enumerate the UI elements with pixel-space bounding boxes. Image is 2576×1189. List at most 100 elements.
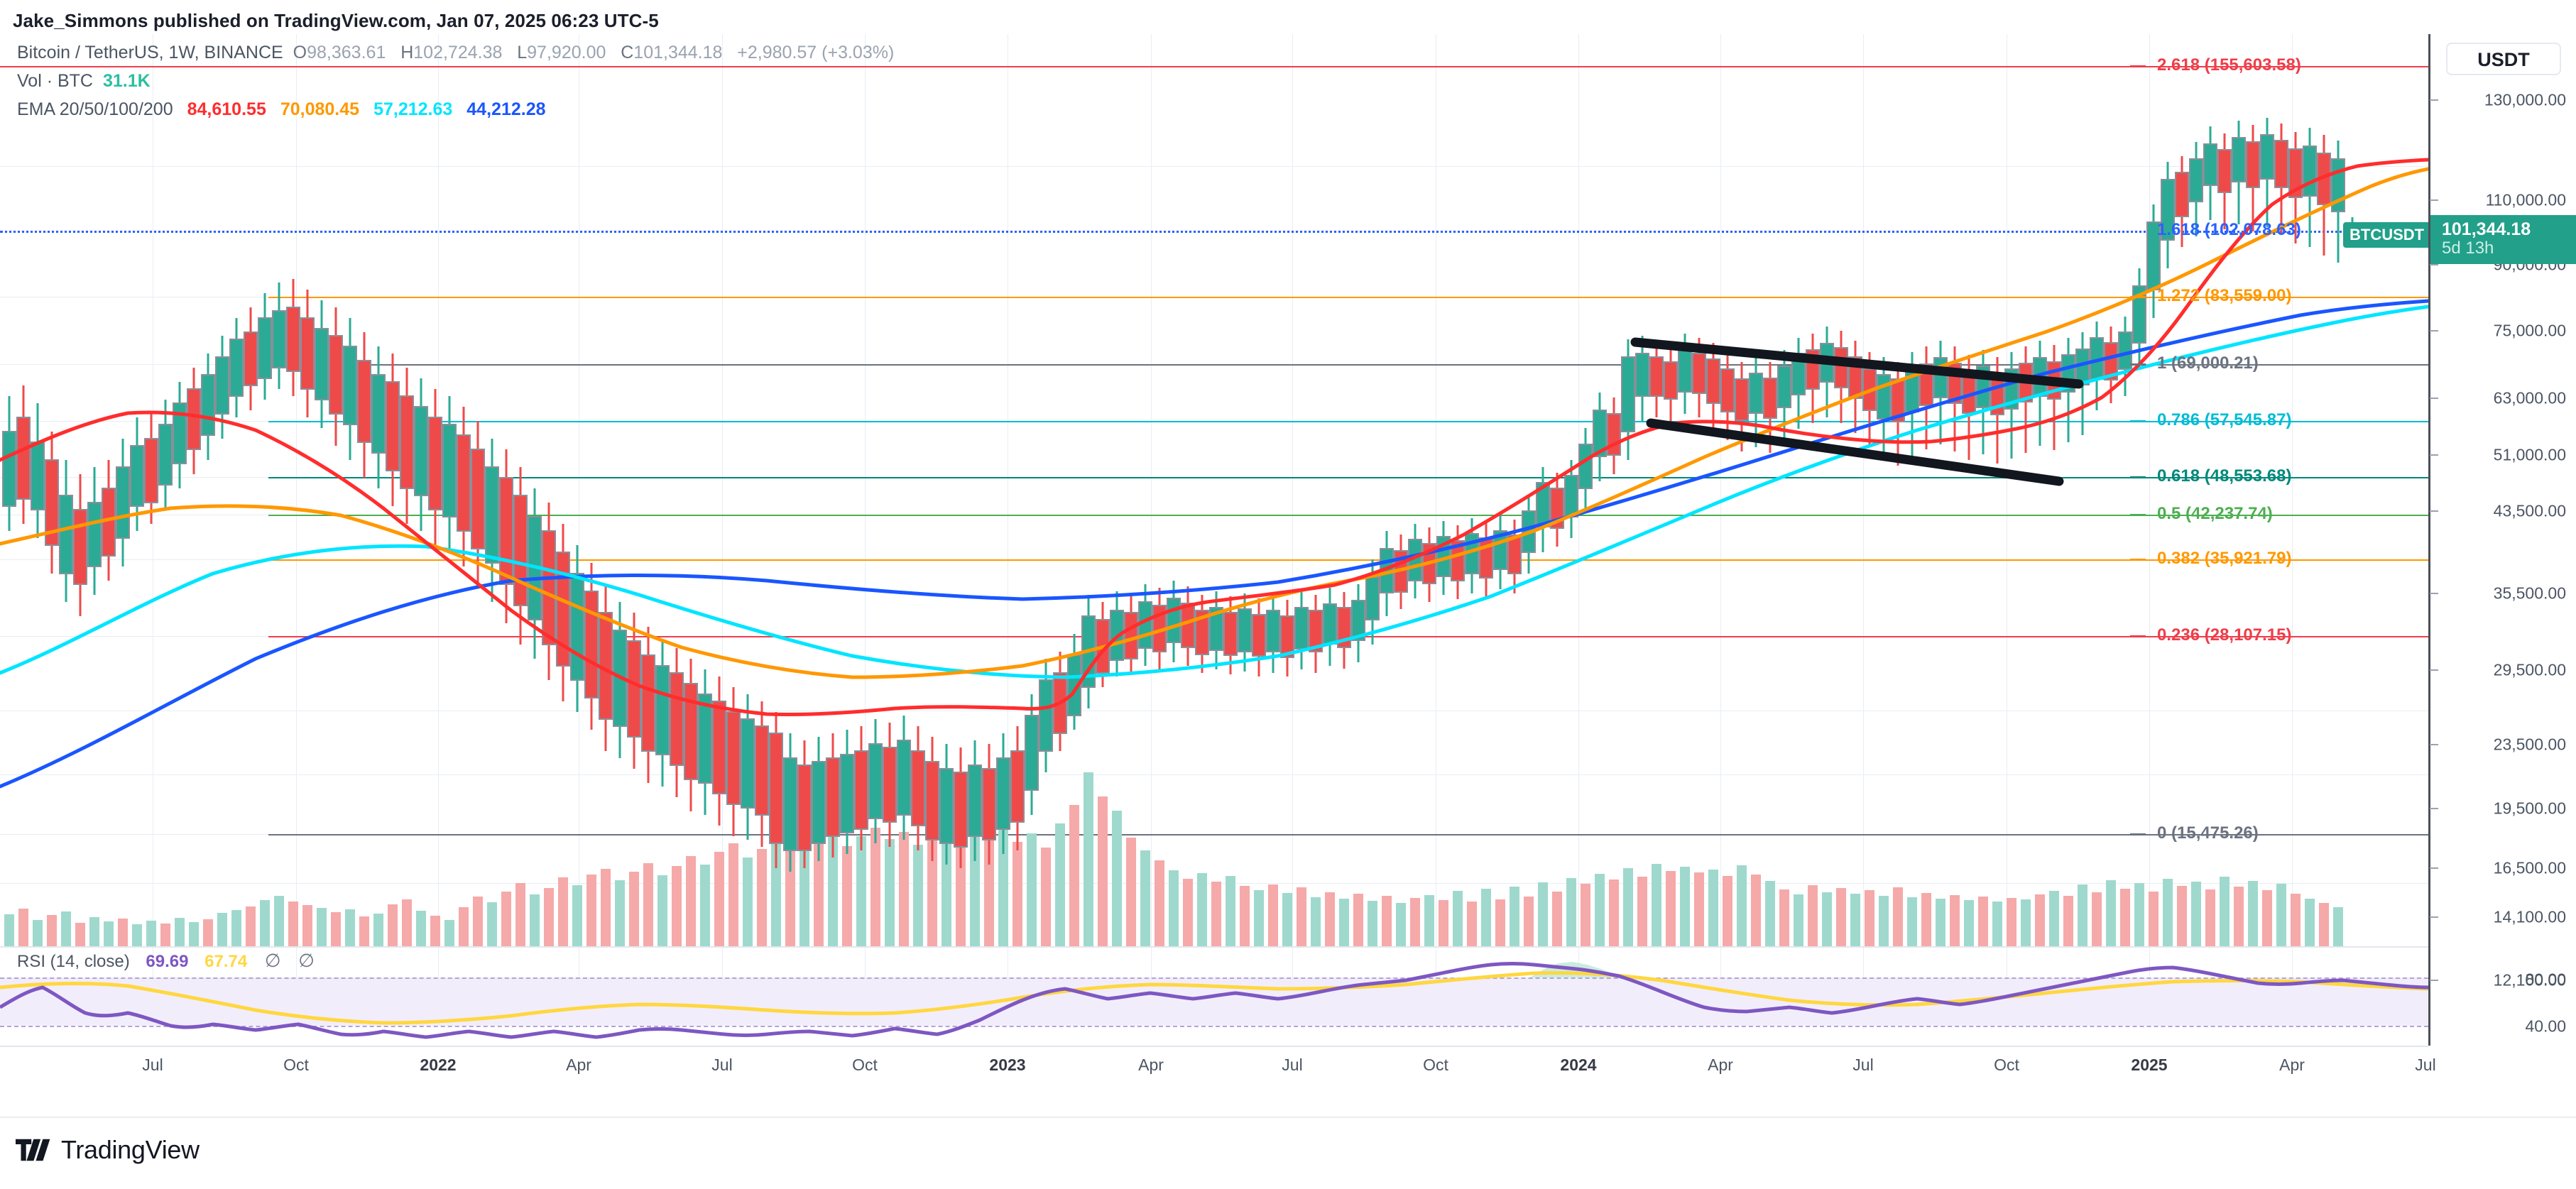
time-tick-4: Jul (711, 1056, 733, 1074)
fib-dash-1272 (2130, 296, 2146, 298)
rsi-series (0, 962, 2428, 1039)
legend-row-volume: Vol · BTC 31.1K (17, 71, 894, 92)
rsi-legend-empty-1: ∅ (264, 950, 281, 971)
rsi-overbought-line (0, 977, 2428, 979)
time-tick-10: 2024 (1560, 1056, 1597, 1074)
legend-row-ema: EMA 20/50/100/200 84,610.55 70,080.45 57… (17, 99, 894, 120)
time-tick-0: Jul (142, 1056, 163, 1074)
rsi-tick-40: 40.00 (2525, 1017, 2566, 1036)
current-price-value: 101,344.18 (2442, 219, 2531, 239)
legend-ema200-value: 44,212.28 (466, 99, 546, 119)
volume-series (4, 772, 2343, 946)
fib-dash-2618 (2130, 65, 2146, 67)
ohlc-c-value: 101,344.18 (633, 43, 723, 62)
rsi-tick-80: 80.00 (2525, 970, 2566, 989)
fib-dash-0618 (2130, 476, 2146, 478)
legend-ema-label[interactable]: EMA 20/50/100/200 (17, 99, 173, 119)
rsi-line (0, 962, 2428, 1039)
fib-label-0382: 0.382 (35,921.79) (2157, 549, 2292, 568)
chart-legend[interactable]: Bitcoin / TetherUS, 1W, BINANCE O98,363.… (17, 43, 894, 128)
fib-label-1: 1 (69,000.21) (2157, 354, 2259, 373)
fib-line-05 (268, 515, 2428, 516)
ema-20-line (0, 158, 2428, 717)
time-tick-7: Apr (1138, 1056, 1164, 1074)
ohlc-h-value: 102,724.38 (413, 43, 503, 62)
fib-line-1618 (0, 231, 2428, 233)
fib-line-2618 (0, 66, 2428, 67)
tradingview-wordmark: TradingView (61, 1135, 200, 1164)
rsi-subplot[interactable]: RSI (14, close) 69.69 67.74 ∅ ∅ (0, 946, 2428, 1046)
legend-volume-label[interactable]: Vol · BTC (17, 71, 93, 91)
time-tick-8: Jul (1282, 1056, 1303, 1074)
price-plot-area[interactable]: .wU{stroke:#2bab96;stroke-width:3} .wD{s… (0, 34, 2428, 1007)
time-tick-1: Oct (283, 1056, 309, 1074)
tradingview-brand[interactable]: TradingView (16, 1135, 200, 1165)
ohlc-o-key: O (293, 43, 307, 62)
time-axis[interactable]: Jul Oct 2022 Apr Jul Oct 2023 Apr Jul Oc… (0, 1046, 2436, 1087)
ohlc-l-key: L (517, 43, 528, 62)
fib-dash-0236 (2130, 635, 2146, 637)
fib-dash-1 (2130, 363, 2146, 366)
fib-dash-05 (2130, 514, 2146, 516)
ohlc-h-key: H (400, 43, 414, 62)
time-tick-11: Apr (1708, 1056, 1733, 1074)
time-tick-15: Apr (2279, 1056, 2305, 1074)
currency-chip[interactable]: USDT (2446, 43, 2561, 75)
legend-ema100-value: 57,212.63 (373, 99, 453, 119)
ohlc-change: +2,980.57 (+3.03%) (737, 43, 895, 62)
fib-line-0786 (268, 421, 2428, 422)
price-tick-23500: 23,500.00 (2493, 735, 2566, 754)
legend-ema20-value: 84,610.55 (187, 99, 266, 119)
current-price-badge[interactable]: 101,344.18 5d 13h (2430, 215, 2576, 264)
fib-dash-0 (2130, 833, 2146, 835)
price-tick-130000: 130,000.00 (2484, 90, 2566, 109)
chart-frame: .wU{stroke:#2bab96;stroke-width:3} .wD{s… (0, 34, 2576, 1117)
rsi-legend-ma-value: 67.74 (204, 952, 248, 971)
fib-line-1272 (268, 297, 2428, 298)
time-tick-6: 2023 (989, 1056, 1026, 1074)
time-tick-3: Apr (566, 1056, 591, 1074)
price-tick-14100: 14,100.00 (2493, 907, 2566, 926)
tradingview-logo-icon (16, 1139, 50, 1161)
fib-label-0618: 0.618 (48,553.68) (2157, 466, 2292, 486)
price-tick-110000: 110,000.00 (2485, 190, 2566, 209)
time-tick-2: 2022 (420, 1056, 457, 1074)
candle-bars (2, 118, 2359, 872)
fib-label-0236: 0.236 (28,107.15) (2157, 625, 2292, 645)
fib-label-1618: 1.618 (102,078.63) (2157, 220, 2301, 239)
fib-label-1272: 1.272 (83,559.00) (2157, 286, 2292, 305)
price-tick-35500: 35,500.00 (2493, 583, 2566, 603)
time-tick-9: Oct (1423, 1056, 1448, 1074)
fib-line-1 (268, 364, 2428, 366)
fib-dash-0382 (2130, 559, 2146, 561)
ohlc-c-key: C (621, 43, 634, 62)
bar-countdown: 5d 13h (2442, 239, 2494, 258)
price-tick-63000: 63,000.00 (2493, 388, 2566, 407)
fib-label-0: 0 (15,475.26) (2157, 823, 2259, 843)
legend-ohlc: O98,363.61 H102,724.38 L97,920.00 C101,3… (293, 43, 895, 63)
legend-row-symbol: Bitcoin / TetherUS, 1W, BINANCE O98,363.… (17, 43, 894, 63)
rsi-legend-empty-2: ∅ (298, 950, 315, 971)
legend-symbol-title[interactable]: Bitcoin / TetherUS, 1W, BINANCE (17, 43, 283, 62)
fib-label-05: 0.5 (42,237.74) (2157, 504, 2273, 523)
rsi-legend[interactable]: RSI (14, close) 69.69 67.74 ∅ ∅ (17, 950, 315, 972)
price-axis[interactable]: USDT 130,000.00 110,000.00 90,000.00 75,… (2428, 34, 2576, 1046)
rsi-legend-name[interactable]: RSI (14, close) (17, 952, 130, 971)
fib-line-0382 (268, 559, 2428, 561)
ema-50-line (0, 167, 2428, 679)
attribution-text: Jake_Simmons published on TradingView.co… (13, 10, 659, 31)
ohlc-o-value: 98,363.61 (307, 43, 386, 62)
fib-line-0618 (268, 477, 2428, 478)
rsi-ma-line (0, 971, 2428, 1025)
rsi-oversold-line (0, 1026, 2428, 1027)
fib-label-2618: 2.618 (155,603.58) (2157, 55, 2301, 75)
price-tick-75000: 75,000.00 (2493, 321, 2566, 340)
symbol-price-badge[interactable]: BTCUSDT (2343, 222, 2428, 248)
price-tick-29500: 29,500.00 (2493, 660, 2566, 679)
time-tick-14: 2025 (2131, 1056, 2168, 1074)
fib-dash-0786 (2130, 420, 2146, 422)
rsi-legend-value: 69.69 (146, 952, 189, 971)
ohlc-l-value: 97,920.00 (527, 43, 606, 62)
price-tick-51000: 51,000.00 (2493, 445, 2566, 464)
legend-ema50-value: 70,080.45 (280, 99, 360, 119)
